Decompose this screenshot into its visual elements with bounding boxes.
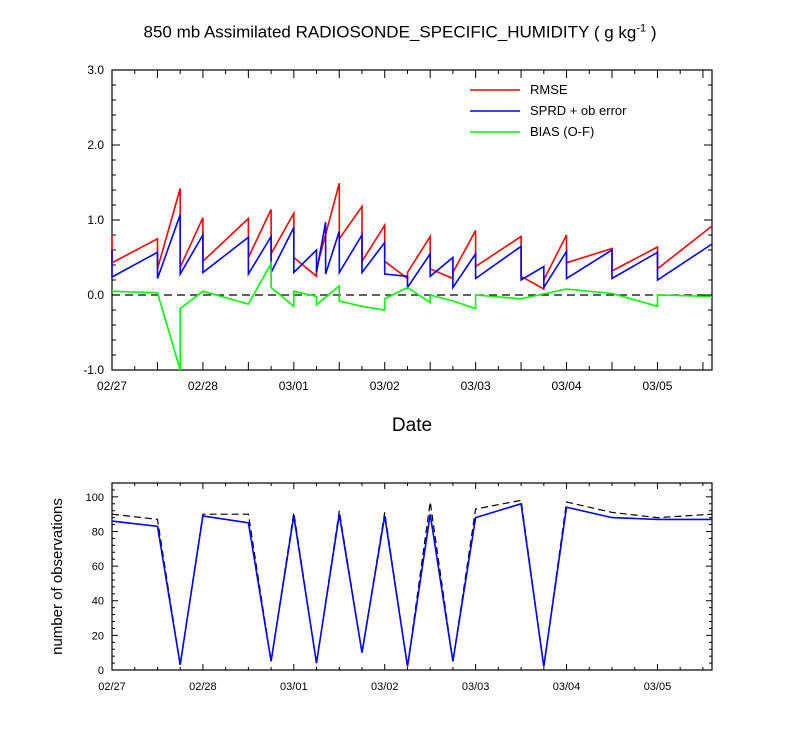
y-tick-label: 80	[92, 526, 104, 538]
y-tick-label: 3.0	[87, 63, 104, 77]
x-tick-label: 03/03	[462, 681, 490, 693]
units-exponent: -1	[636, 22, 647, 34]
series-line-used	[111, 502, 712, 667]
x-tick-label: 03/01	[280, 681, 308, 693]
x-tick-label: 03/02	[371, 681, 399, 693]
title-text: 850 mb Assimilated RADIOSONDE_SPECIFIC_H…	[143, 22, 590, 42]
x-tick-label: 02/28	[188, 379, 218, 393]
x-tick-label: 02/28	[189, 681, 217, 693]
y-axis-label: number of observations	[49, 498, 66, 655]
y-tick-label: 20	[92, 630, 104, 642]
y-tick-label: 100	[86, 492, 104, 504]
x-tick-label: 03/02	[370, 379, 400, 393]
legend-item-label: BIAS (O-F)	[530, 124, 594, 139]
series-line-bias-o-f	[111, 260, 713, 371]
x-tick-label: 03/05	[644, 681, 672, 693]
y-tick-label: -1.0	[83, 363, 104, 377]
y-tick-label: 40	[92, 596, 104, 608]
legend-item-label: RMSE	[530, 82, 568, 97]
y-tick-label: 0	[98, 665, 104, 677]
x-tick-label: 02/27	[98, 681, 126, 693]
units-prefix: ( g kg	[593, 22, 637, 42]
y-tick-label: 2.0	[87, 138, 104, 152]
x-tick-label: 03/04	[552, 379, 582, 393]
units-suffix: )	[646, 22, 657, 42]
title-units: ( g kg-1 )	[593, 22, 657, 42]
panel-2: 02/27 02/28 03/01 03/02 03/03 03/04 03/05 0 20 40…	[49, 482, 713, 693]
y-tick-label: 0.0	[87, 288, 104, 302]
x-tick-label: 03/05	[642, 379, 672, 393]
x-tick-label: 03/04	[553, 681, 581, 693]
chart-title: 850 mb Assimilated RADIOSONDE_SPECIFIC_H…	[0, 22, 800, 43]
y-tick-label: 60	[92, 561, 104, 573]
plot-frame	[111, 482, 713, 671]
x-tick-label: 03/03	[461, 379, 491, 393]
x-tick-label: 02/27	[97, 379, 127, 393]
y-tick-label: 1.0	[87, 213, 104, 227]
series-line-sprd-ob-error	[111, 214, 713, 291]
legend-item-label: SPRD + ob error	[530, 103, 627, 118]
x-axis-label: Date	[391, 415, 433, 436]
x-tick-label: 03/01	[279, 379, 309, 393]
legend: RMSE SPRD + ob error BIAS (O-F)	[470, 82, 627, 139]
panel-1: 02/27 02/28 03/01 03/02 03/03 03/04 03/05 3.0 2.…	[83, 63, 713, 393]
